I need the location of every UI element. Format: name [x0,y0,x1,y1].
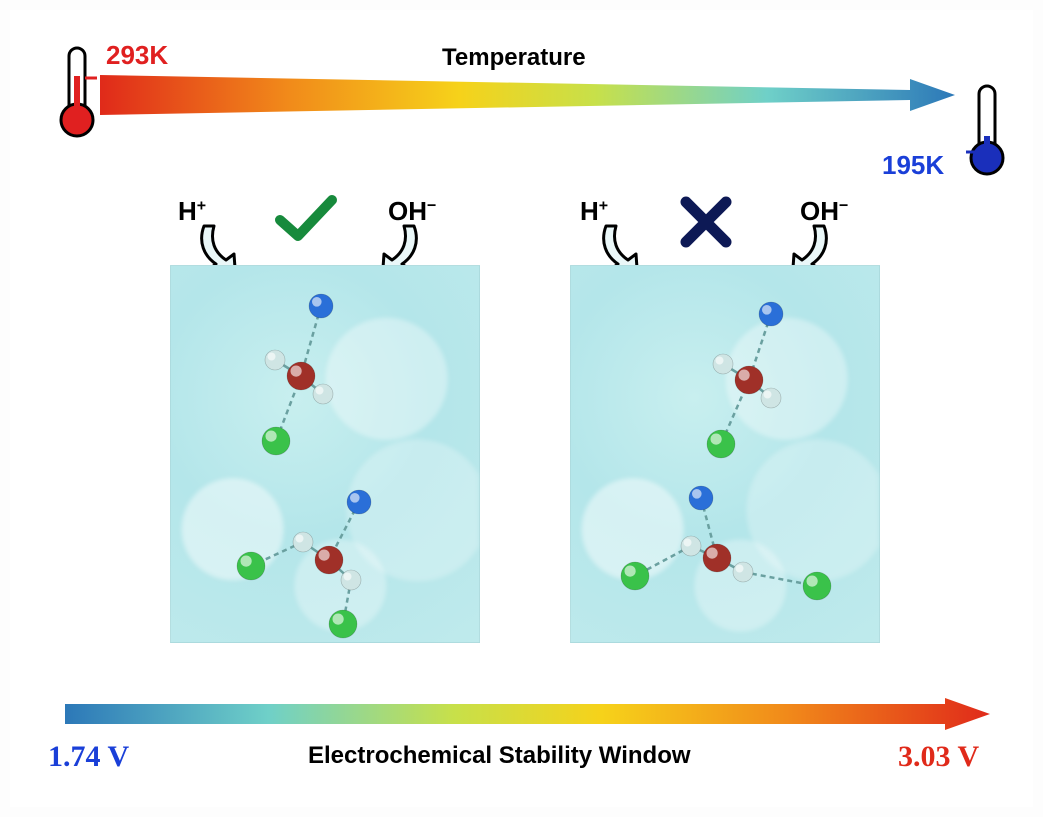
thermometer-cold-icon [960,80,1015,180]
molecule-svg-right [571,266,881,644]
figure-canvas: Temperature 293K 195K H+ OH− H+ OH− [10,10,1033,807]
esw-label: Electrochemical Stability Window [308,742,691,770]
thermometer-hot-icon [50,42,105,142]
molecule-panel-left [170,265,480,643]
check-icon [272,190,342,250]
temperature-label: Temperature [442,44,586,72]
esw-gradient-arrow [65,698,990,730]
temp-right-value: 195K [882,150,944,181]
esw-left-value: 1.74 V [48,740,129,774]
molecule-panel-right [570,265,880,643]
esw-right-value: 3.03 V [898,740,979,774]
cross-icon [678,194,734,250]
temp-left-value: 293K [106,40,168,71]
temperature-gradient-arrow [100,75,955,115]
molecule-svg-left [171,266,481,644]
